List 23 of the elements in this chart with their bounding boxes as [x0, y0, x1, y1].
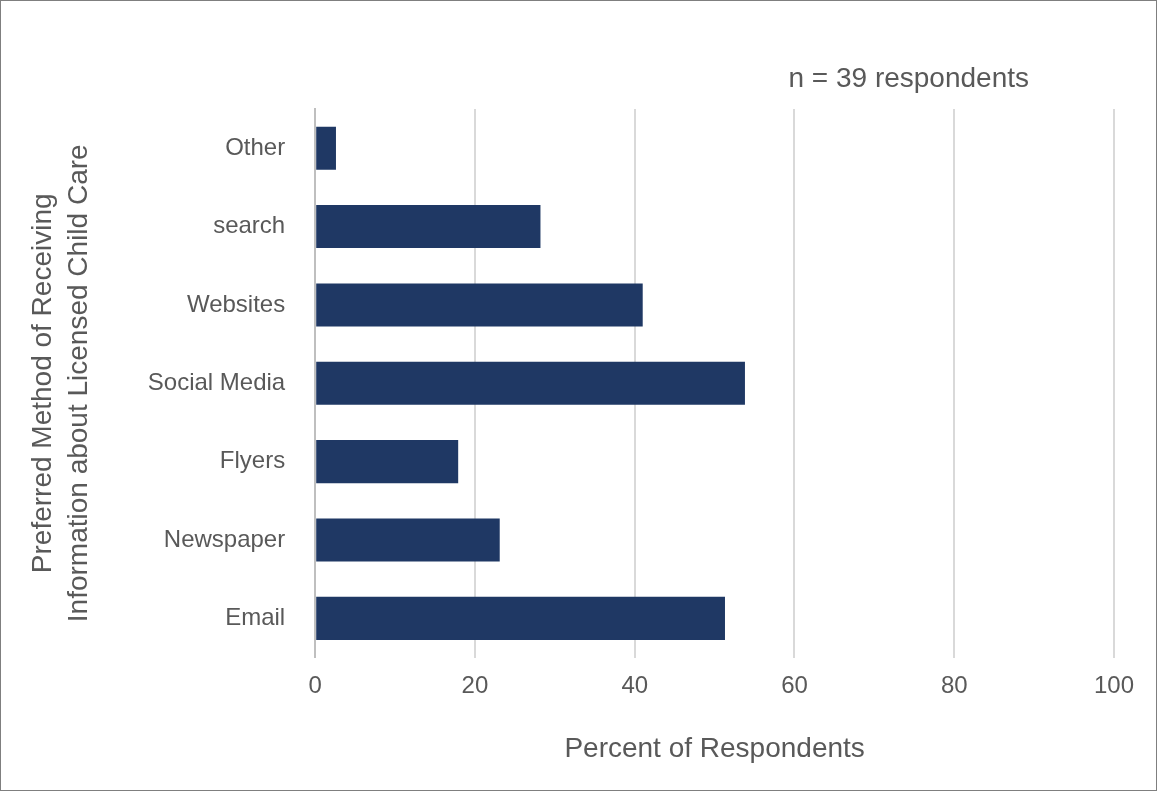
bar: [316, 283, 643, 327]
bar: [316, 126, 336, 170]
bar: [316, 440, 459, 484]
y-tick-label: Email: [225, 603, 286, 631]
y-axis-title: Preferred Method of Receiving Information about Licensed Child Care: [25, 144, 94, 623]
x-axis-title: Percent of Respondents: [564, 731, 865, 763]
bar: [316, 361, 745, 405]
y-tick-label: Other: [225, 132, 286, 160]
bar: [316, 518, 500, 562]
bar: [316, 205, 541, 249]
bar: [316, 596, 725, 640]
x-tick-label: 60: [781, 670, 808, 698]
text: n = 39 respondents: [788, 61, 1029, 93]
x-tick-label: 20: [461, 670, 489, 698]
y-tick-label: Social Media: [147, 367, 286, 395]
x-tick-label: 0: [308, 670, 322, 698]
x-tick-label: 40: [621, 670, 649, 698]
y-tick-label: Websites: [186, 289, 286, 317]
x-tick-label: 80: [940, 670, 968, 698]
y-tick-label: Flyers: [219, 446, 286, 474]
y-tick-label: search: [213, 211, 286, 239]
y-tick-label: Newspaper: [163, 524, 286, 552]
x-tick-label: 100: [1093, 670, 1135, 698]
